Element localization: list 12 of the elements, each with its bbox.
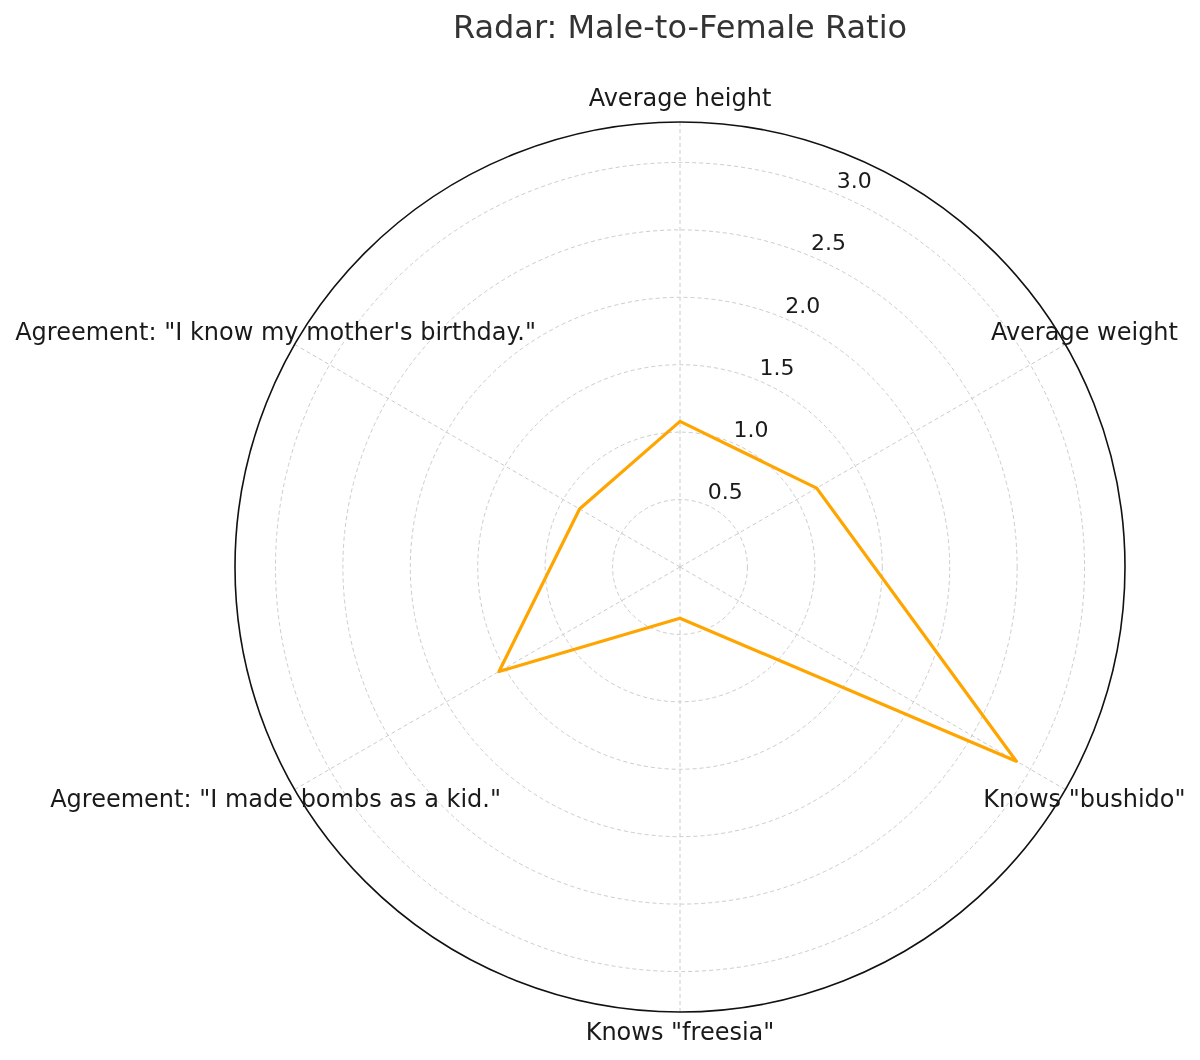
y-tick-label: 1.5 <box>759 354 795 380</box>
y-tick-label: 2.5 <box>811 230 847 256</box>
y-tick-label: 0.5 <box>707 479 743 505</box>
y-tick-label: 2.0 <box>785 292 821 318</box>
chart-title: Radar: Male-to-Female Ratio <box>452 8 908 46</box>
y-tick-label: 3.0 <box>836 167 872 193</box>
spoke-label: Average height <box>588 84 772 113</box>
spoke-label: Agreement: "I know my mother's birthday." <box>15 317 536 346</box>
spoke-label: Knows "freesia" <box>585 1018 775 1047</box>
y-tick-label: 1.0 <box>733 417 769 443</box>
spoke-label: Agreement: "I made bombs as a kid." <box>50 784 501 813</box>
spoke-label: Knows "bushido" <box>983 784 1186 813</box>
